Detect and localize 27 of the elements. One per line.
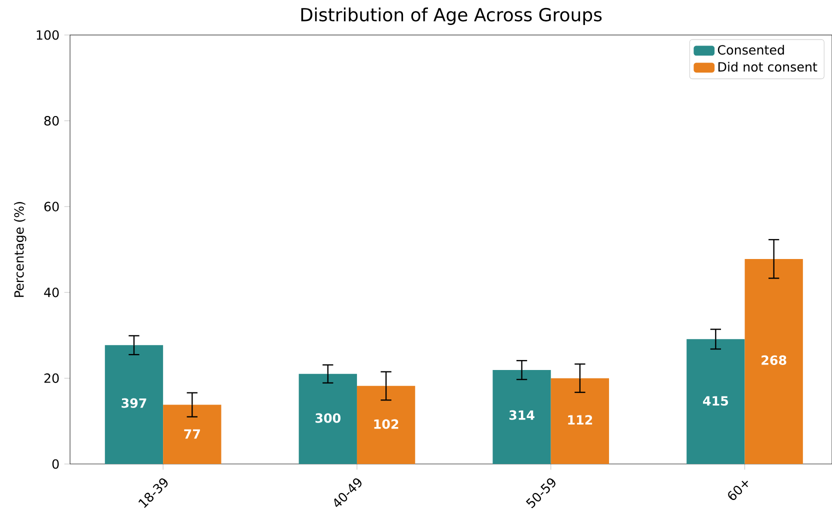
y-tick-label: 80	[44, 116, 59, 126]
bar	[686, 339, 745, 464]
bar	[298, 374, 357, 464]
chart-title: Distribution of Age Across Groups	[301, 8, 602, 25]
legend-label: Did not consent	[718, 62, 818, 72]
annotation: 112	[568, 415, 592, 425]
annotation: 268	[762, 355, 786, 365]
y-tick-label: 0	[52, 459, 59, 469]
annotation: 415	[703, 396, 728, 406]
annotation: 397	[122, 398, 146, 408]
y-tick-label: 40	[44, 288, 59, 298]
y-tick-label: 60	[44, 202, 59, 212]
bar	[492, 370, 551, 464]
y-tick-label: 100	[36, 30, 59, 40]
bar	[163, 404, 222, 464]
annotation: 102	[374, 419, 398, 429]
y-axis-title: Percentage (%)	[14, 202, 26, 297]
x-tick-label: 60+	[728, 480, 748, 500]
annotation: 300	[316, 413, 341, 423]
bar	[744, 258, 803, 464]
bar	[356, 386, 416, 464]
annotation: 314	[509, 410, 534, 420]
annotation: 77	[184, 429, 200, 439]
bar	[104, 345, 164, 464]
y-tick-label: 20	[44, 373, 59, 383]
bar	[550, 378, 610, 464]
legend-label: Consented	[718, 44, 784, 55]
